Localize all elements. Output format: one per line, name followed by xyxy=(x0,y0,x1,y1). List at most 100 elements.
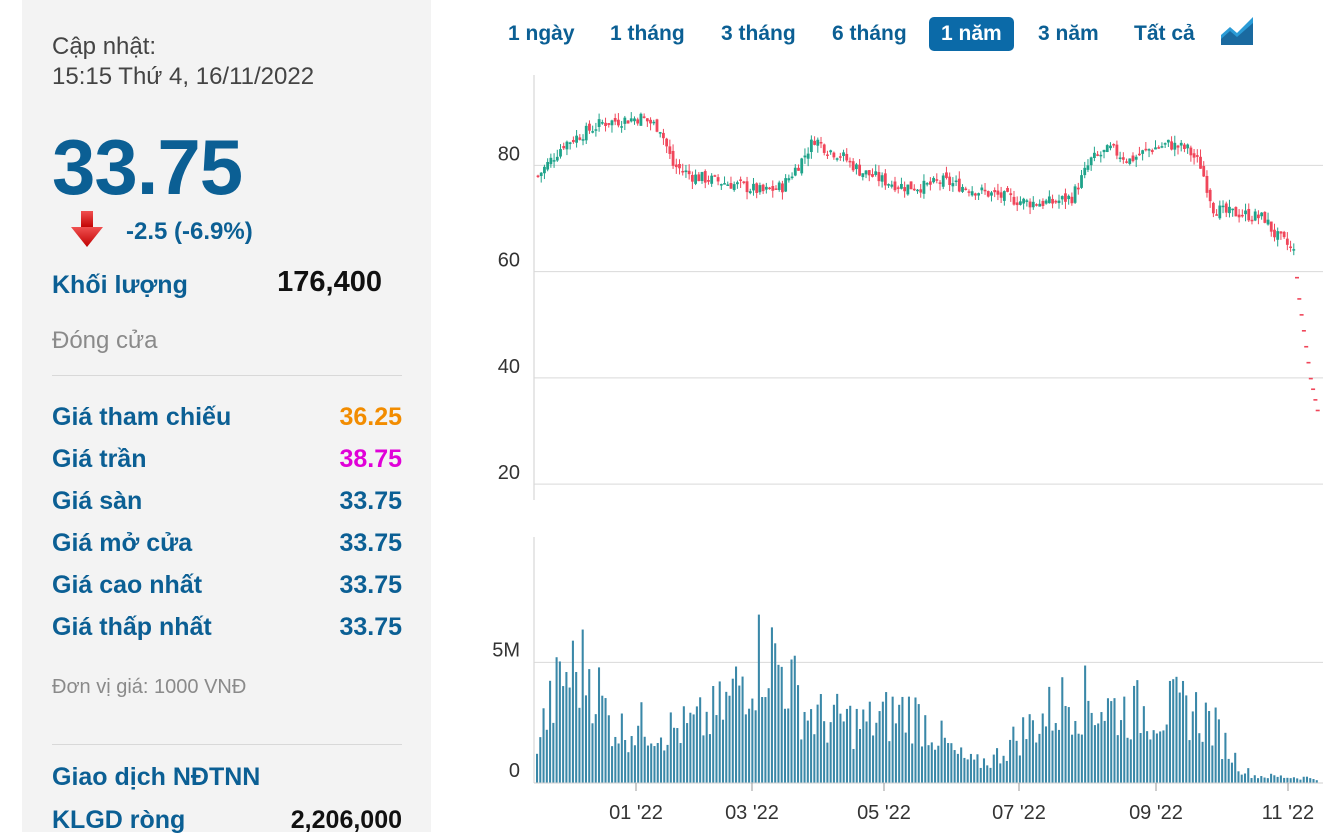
volume-bar xyxy=(627,752,630,783)
tab-3-year[interactable]: 3 năm xyxy=(1038,22,1099,45)
volume-bar xyxy=(930,742,933,783)
candle xyxy=(822,144,826,153)
volume-bar xyxy=(1198,733,1201,783)
volume-bar xyxy=(705,711,708,783)
candle xyxy=(1064,193,1067,202)
volume-bar xyxy=(640,702,643,783)
volume-bar xyxy=(956,753,959,783)
candle xyxy=(1273,229,1276,238)
candle xyxy=(1266,219,1270,225)
price-chart: 20 40 60 80 xyxy=(498,75,1323,500)
volume-bar xyxy=(1005,760,1008,783)
volume-bar xyxy=(565,672,568,783)
volume-bar xyxy=(1067,707,1070,783)
volume-bar xyxy=(992,754,995,783)
volume-bar xyxy=(637,725,640,783)
volume-bar xyxy=(1119,720,1123,783)
candle xyxy=(610,120,614,126)
volume-bar xyxy=(1296,778,1299,783)
candle xyxy=(1154,147,1157,150)
volume-bar xyxy=(1240,774,1243,783)
close-status: Đóng cửa xyxy=(52,327,158,354)
volume-bar xyxy=(1084,665,1087,783)
volume-bar xyxy=(1178,692,1181,783)
volume-bar xyxy=(689,712,692,783)
candle xyxy=(662,132,665,139)
candle xyxy=(623,117,627,124)
tab-1-month[interactable]: 1 tháng xyxy=(610,22,685,45)
tab-all[interactable]: Tất cả xyxy=(1134,22,1195,45)
volume-bar xyxy=(1309,778,1312,783)
tab-6-month[interactable]: 6 tháng xyxy=(832,22,907,45)
volume-bar xyxy=(855,708,858,783)
candle xyxy=(1289,246,1292,249)
volume-bar xyxy=(666,744,669,783)
candle xyxy=(739,179,743,181)
volume-bar xyxy=(979,767,982,783)
candle xyxy=(1240,214,1244,217)
candle xyxy=(559,149,562,157)
volume-chart: 0 5M 01 '22 03 '22 05 '22 07 '22 09 '22 11 '22 xyxy=(492,537,1323,824)
volume-bar xyxy=(901,696,904,783)
volume-bar xyxy=(552,722,555,783)
candle xyxy=(813,140,816,145)
candle xyxy=(652,121,656,124)
candle xyxy=(1012,196,1016,205)
volume-bar xyxy=(845,708,848,783)
volume-bar xyxy=(607,715,610,783)
candle xyxy=(932,177,935,183)
candle xyxy=(1247,208,1251,221)
candle xyxy=(658,132,662,134)
tab-1-year[interactable]: 1 năm xyxy=(929,17,1014,51)
candle xyxy=(732,184,736,191)
volume-bar xyxy=(982,758,986,783)
candle xyxy=(1006,187,1009,192)
tab-3-month[interactable]: 3 tháng xyxy=(721,22,796,45)
candle xyxy=(581,139,585,141)
volume-bar xyxy=(770,627,773,783)
candle xyxy=(613,118,617,122)
candle xyxy=(922,180,926,194)
volume-bar xyxy=(542,708,545,783)
volume-bar xyxy=(885,692,888,783)
candle xyxy=(797,167,800,171)
volume-bar xyxy=(1074,720,1077,783)
volume-bar xyxy=(748,708,751,783)
candle xyxy=(716,177,720,182)
volume-bar xyxy=(1188,740,1191,783)
candle xyxy=(1051,198,1054,204)
volume-bar xyxy=(1260,776,1263,783)
tab-1-day[interactable]: 1 ngày xyxy=(508,22,575,45)
current-price: 33.75 xyxy=(52,123,243,211)
candle xyxy=(1295,276,1299,279)
candle xyxy=(748,191,752,194)
volume-bar xyxy=(780,666,783,783)
volume-bar xyxy=(875,722,878,783)
candle xyxy=(1138,153,1141,156)
candle xyxy=(893,181,897,191)
volume-bar xyxy=(549,680,552,783)
volume-bar xyxy=(1080,734,1083,783)
candle xyxy=(890,184,894,187)
candle xyxy=(1250,219,1254,222)
volume-bar xyxy=(1116,735,1119,783)
candle xyxy=(1173,142,1177,150)
stat-row-low: Giá thấp nhất 33.75 xyxy=(52,613,402,647)
volume-bar xyxy=(611,746,614,783)
candle xyxy=(1176,145,1180,148)
volume-bar xyxy=(1038,733,1041,783)
area-chart-icon[interactable] xyxy=(1221,17,1253,45)
volume-bar xyxy=(594,714,597,783)
candle xyxy=(1109,145,1112,149)
candle xyxy=(552,160,556,162)
candle xyxy=(642,116,646,118)
volume-bar xyxy=(1146,731,1149,783)
candle xyxy=(781,183,784,193)
volume-bar xyxy=(1123,696,1126,783)
volume-bar xyxy=(920,746,924,783)
candle xyxy=(620,126,624,128)
volume-bar xyxy=(767,688,770,783)
volume-bar xyxy=(588,669,591,783)
volume-bar xyxy=(1048,686,1051,783)
candle xyxy=(655,119,659,132)
